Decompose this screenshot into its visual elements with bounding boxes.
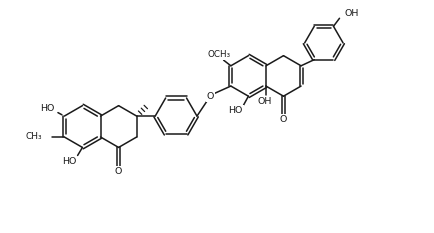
Text: OH: OH <box>345 9 359 18</box>
Text: OH: OH <box>257 97 272 106</box>
Text: CH₃: CH₃ <box>25 132 42 141</box>
Text: O: O <box>115 167 122 175</box>
Text: OCH₃: OCH₃ <box>207 50 230 59</box>
Text: O: O <box>207 92 214 101</box>
Text: HO: HO <box>228 106 243 115</box>
Text: HO: HO <box>62 158 76 166</box>
Text: O: O <box>280 115 287 124</box>
Text: HO: HO <box>40 103 55 113</box>
